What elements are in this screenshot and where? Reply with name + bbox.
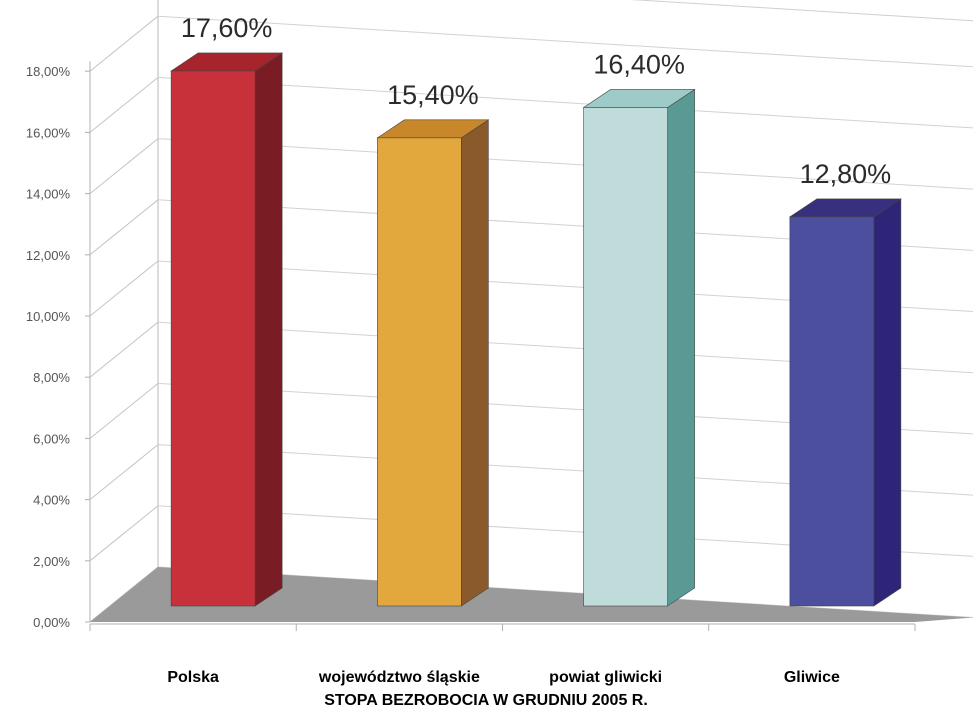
y-axis-tick-labels: 0,00% 2,00% 4,00% 6,00% 8,00% 10,00% 12,00% 14,… <box>26 64 90 630</box>
gridline-side <box>89 199 159 256</box>
gridline-side <box>89 77 159 133</box>
x-axis <box>89 623 916 631</box>
y-tick-label: 4,00% <box>33 493 70 508</box>
gridline-side <box>89 138 159 194</box>
gridline-back <box>157 76 973 129</box>
chart-walls <box>89 0 973 622</box>
gridline-side <box>89 15 159 72</box>
chart-title: STOPA BEZROBOCIA W GRUDNIU 2005 R. <box>324 692 648 709</box>
floor-plane <box>90 567 973 622</box>
chart-floor <box>90 567 973 622</box>
bar-4 <box>788 198 902 607</box>
bars <box>170 52 902 607</box>
category-labels: Polska województwo śląskie powiat gliwicki… <box>167 669 840 686</box>
bar-3 <box>582 88 696 607</box>
y-tick-label: 18,00% <box>26 64 71 79</box>
y-tick-label: 2,00% <box>33 554 70 569</box>
bar-front-face <box>170 70 256 607</box>
y-tick-label: 0,00% <box>33 615 70 630</box>
bar-1 <box>170 52 284 607</box>
bar-front-face <box>583 107 668 607</box>
y-tick-label: 8,00% <box>33 370 70 385</box>
gridline-back <box>157 138 973 190</box>
bar-side-face <box>254 52 283 607</box>
gridline-side <box>89 505 159 562</box>
gridline-side <box>89 383 159 439</box>
value-label: 15,40% <box>387 80 479 110</box>
category-label: powiat gliwicki <box>549 669 662 686</box>
bar-side-face <box>667 88 695 607</box>
value-labels: 17,60% 15,40% 16,40% 12,80% <box>181 13 891 189</box>
gridline-side <box>89 321 159 378</box>
category-label: Polska <box>167 669 219 686</box>
category-label: województwo śląskie <box>318 669 480 686</box>
bar-side-face <box>461 119 489 607</box>
value-label: 17,60% <box>181 13 273 43</box>
category-label: Gliwice <box>784 669 840 686</box>
back-wall-top-edge <box>630 0 973 22</box>
gridline-back <box>157 15 973 68</box>
bar-front-face <box>377 137 462 607</box>
y-tick-label: 6,00% <box>33 431 70 446</box>
y-tick-label: 14,00% <box>26 187 71 202</box>
y-tick-label: 10,00% <box>26 309 71 324</box>
bar-side-face <box>873 198 902 607</box>
gridline-side <box>89 444 159 500</box>
value-label: 16,40% <box>593 49 685 79</box>
y-tick-label: 16,00% <box>26 125 71 140</box>
bar-2 <box>376 119 490 607</box>
value-label: 12,80% <box>800 159 892 189</box>
y-tick-label: 12,00% <box>26 248 71 263</box>
gridline-side <box>89 260 159 317</box>
bar-front-face <box>789 216 875 607</box>
